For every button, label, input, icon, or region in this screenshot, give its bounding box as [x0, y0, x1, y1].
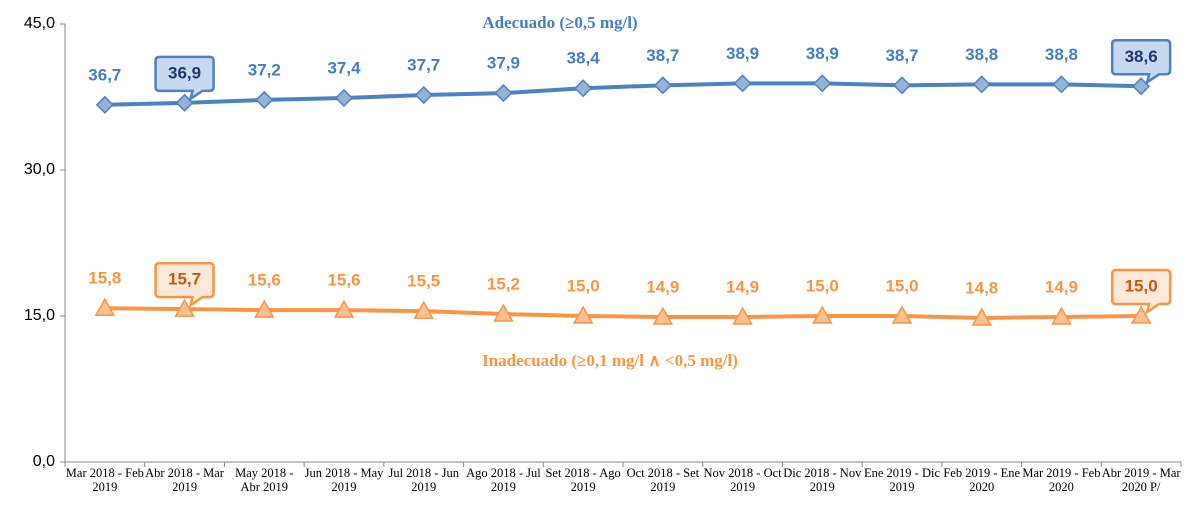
marker	[494, 84, 513, 103]
data-label: 37,7	[407, 56, 440, 75]
data-label: 14,9	[726, 277, 759, 296]
x-tick-label: Oct 2018 - Set 2019	[626, 466, 700, 494]
marker	[414, 85, 433, 105]
marker	[972, 75, 991, 94]
marker	[971, 307, 992, 326]
marker	[94, 297, 116, 316]
x-tick-label: Mar 2018 - Feb 2019	[65, 466, 144, 494]
data-label: 14,9	[646, 277, 679, 296]
y-tick-label: 15,0	[24, 307, 55, 324]
marker	[652, 306, 674, 325]
marker	[1051, 306, 1072, 325]
data-label: 36,7	[88, 65, 121, 84]
data-label: 15,0	[885, 276, 918, 295]
callout	[154, 55, 215, 102]
series-line	[104, 306, 1142, 320]
data-label: 38,9	[726, 44, 759, 63]
marker	[493, 303, 514, 322]
data-label: 38,7	[646, 46, 679, 65]
marker	[572, 305, 594, 324]
x-tick-label: Feb 2019 - Ene 2020	[943, 466, 1021, 494]
x-tick-label: Nov 2018 - Oct 2019	[703, 466, 782, 494]
marker	[813, 74, 832, 93]
marker	[254, 299, 275, 318]
data-label: 15,2	[487, 275, 520, 294]
x-tick-label: Ago 2018 - Jul 2019	[466, 466, 541, 494]
callout	[1110, 268, 1172, 315]
marker	[413, 300, 434, 319]
x-tick-label: Abr 2018 - Mar 2019	[145, 466, 224, 494]
data-label: 36,9	[168, 63, 201, 82]
data-label: 14,9	[1045, 277, 1078, 296]
data-label: 15,8	[88, 269, 121, 288]
data-label: 38,8	[965, 45, 998, 64]
marker	[653, 76, 672, 95]
y-tick-label: 45,0	[24, 15, 55, 32]
x-tick-label: Set 2018 - Ago 2019	[545, 466, 621, 494]
data-label: 38,7	[885, 46, 918, 65]
marker	[574, 79, 593, 98]
data-label: 15,0	[806, 276, 839, 295]
data-label: 38,6	[1125, 47, 1158, 66]
marker	[95, 95, 114, 114]
x-tick-label: Mar 2019 - Feb 2020	[1022, 466, 1101, 494]
series-name: Adecuado (≥0,5 mg/l)	[482, 13, 637, 32]
data-label: 15,7	[168, 270, 201, 289]
x-tick-label: Jun 2018 - May 2019	[304, 466, 384, 494]
data-label: 38,4	[567, 49, 601, 68]
data-label: 37,9	[487, 54, 520, 73]
marker	[732, 306, 753, 325]
marker	[255, 90, 274, 109]
data-label: 15,6	[327, 271, 360, 290]
data-label: 15,5	[407, 272, 440, 291]
marker	[333, 299, 355, 318]
data-label: 15,0	[1125, 276, 1158, 295]
marker	[1052, 75, 1071, 94]
data-label: 15,0	[567, 276, 600, 295]
x-tick-label: Abr 2019 - Mar 2020 P/	[1101, 466, 1181, 494]
marker	[733, 74, 752, 93]
data-label: 37,2	[248, 60, 281, 79]
marker	[892, 76, 912, 95]
series-line	[104, 81, 1142, 107]
data-label: 38,9	[806, 44, 839, 63]
x-tick-label: May 2018 - Abr 2019	[235, 466, 294, 494]
series-name: Inadecuado (≥0,1 mg/l ∧ <0,5 mg/l)	[482, 351, 738, 370]
x-tick-label: Jul 2018 - Jun 2019	[388, 466, 459, 494]
marker	[1130, 305, 1152, 324]
x-tick-label: Ene 2019 - Dic 2019	[863, 466, 941, 494]
y-tick-label: 30,0	[24, 161, 55, 178]
data-label: 15,6	[248, 271, 281, 290]
marker	[891, 305, 913, 324]
marker	[812, 305, 833, 324]
marker	[334, 88, 354, 108]
data-label: 37,4	[327, 58, 361, 77]
marker	[174, 298, 195, 317]
callout	[154, 261, 215, 309]
data-label: 14,8	[965, 278, 998, 297]
data-label: 38,8	[1045, 45, 1078, 64]
callout	[1110, 39, 1172, 86]
y-tick-label: 0,0	[33, 453, 55, 470]
x-tick-label: Dic 2018 - Nov 2019	[783, 466, 862, 494]
